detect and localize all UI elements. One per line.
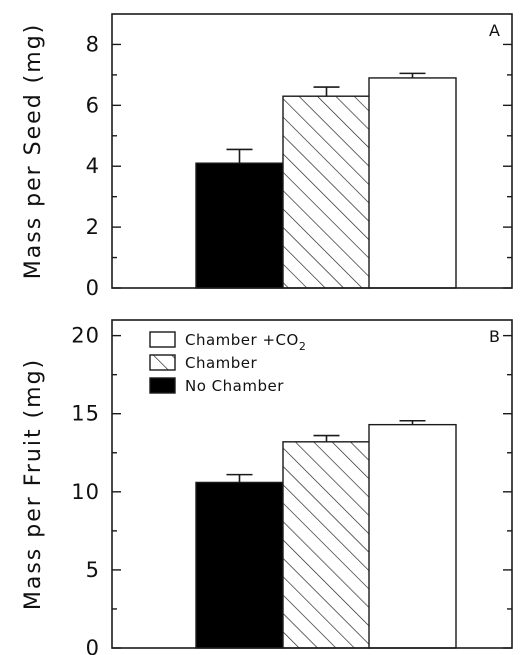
error-bar bbox=[313, 434, 340, 442]
y-tick-label: 10 bbox=[71, 480, 100, 504]
y-tick-label: 0 bbox=[86, 636, 100, 655]
panel-b: 0 5 10 15 20 Mass per Fruit (mg) B Chamber +CO2… bbox=[21, 319, 513, 655]
error-bar bbox=[226, 148, 253, 164]
y-axis-label: Mass per Fruit (mg) bbox=[21, 358, 46, 610]
error-bar bbox=[226, 473, 253, 483]
bar-chamber bbox=[282, 441, 371, 649]
y-tick-label: 2 bbox=[86, 215, 100, 239]
legend-swatch bbox=[149, 377, 176, 394]
y-tick-label: 0 bbox=[86, 276, 100, 300]
y-tick-label: 5 bbox=[86, 558, 100, 582]
bar-chamber-co2 bbox=[368, 77, 457, 289]
bar-no-chamber bbox=[195, 481, 284, 649]
legend-swatch bbox=[149, 331, 176, 348]
y-tick-label: 15 bbox=[71, 402, 100, 426]
legend-label: Chamber bbox=[185, 354, 258, 372]
panel-letter: B bbox=[489, 327, 500, 346]
error-bar bbox=[399, 72, 426, 78]
plot-frame bbox=[111, 319, 513, 649]
y-axis-label: Mass per Seed (mg) bbox=[21, 23, 46, 279]
panel-letter: A bbox=[489, 21, 500, 40]
y-tick-label: 8 bbox=[86, 32, 100, 56]
bar-chamber bbox=[282, 95, 371, 289]
legend-label: Chamber +CO2 bbox=[185, 331, 306, 353]
y-tick-label: 4 bbox=[86, 154, 100, 178]
legend-label: No Chamber bbox=[185, 377, 284, 395]
bar-chamber-co2 bbox=[368, 423, 457, 649]
plot-frame bbox=[111, 13, 513, 289]
legend-swatch bbox=[149, 354, 176, 371]
y-tick-label: 20 bbox=[71, 324, 100, 348]
y-tick-label: 6 bbox=[86, 93, 100, 117]
bar-no-chamber bbox=[195, 162, 284, 289]
error-bar bbox=[313, 86, 340, 97]
error-bar bbox=[399, 419, 426, 425]
panel-a: 0 2 4 6 8 Mass per Seed (mg) A bbox=[21, 13, 513, 300]
